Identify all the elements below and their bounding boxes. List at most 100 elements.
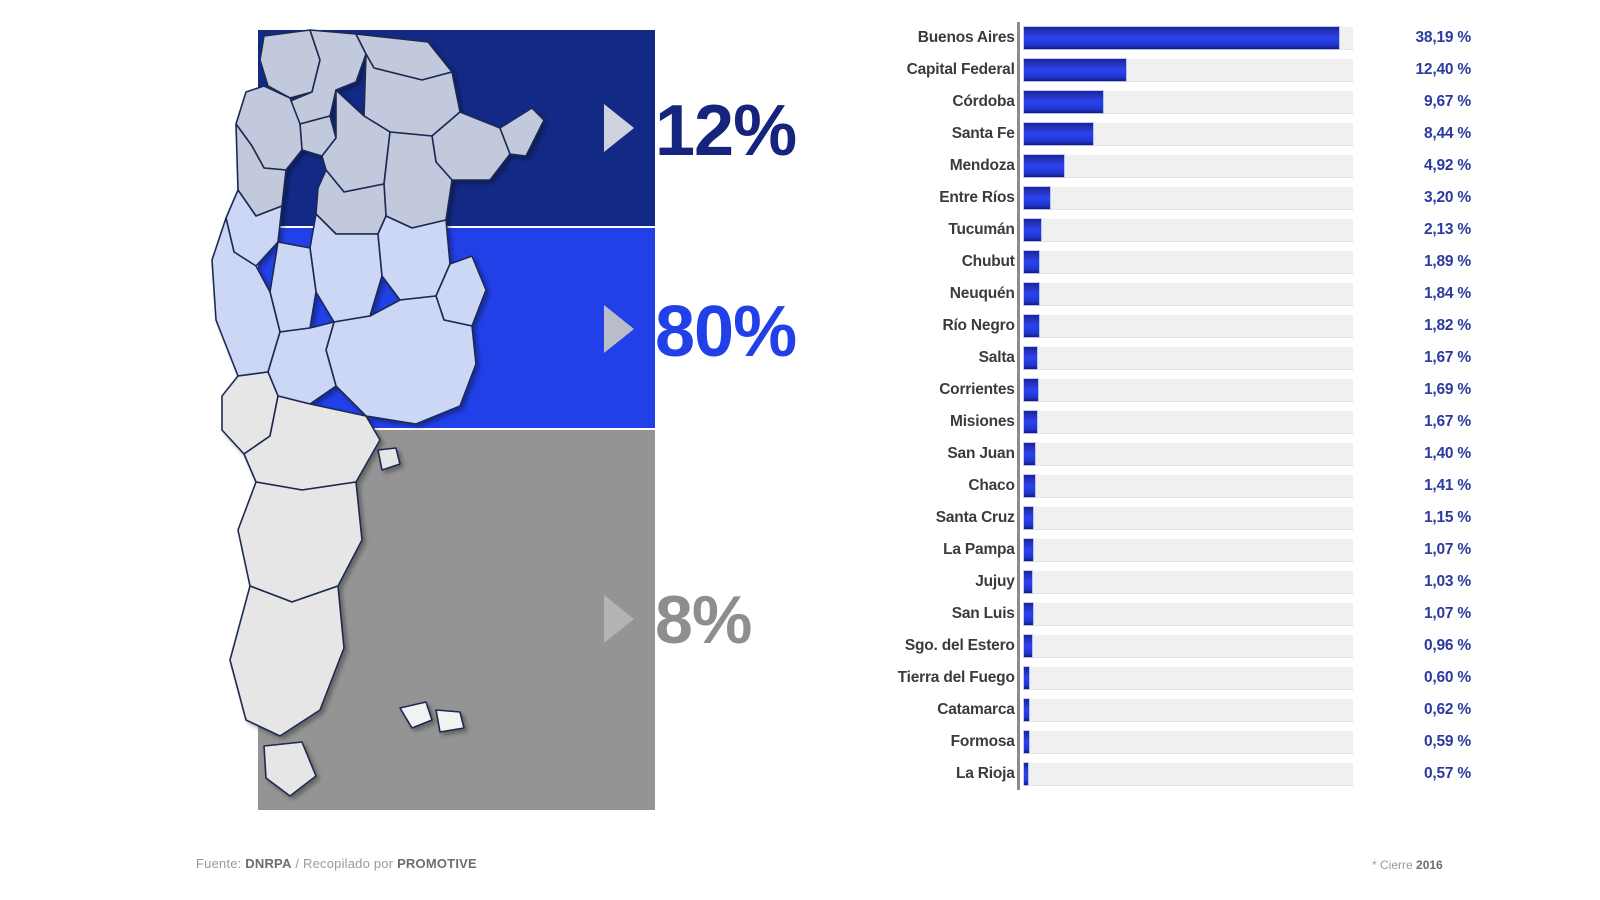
chart-bar-track: [1023, 90, 1354, 114]
footer-source: Fuente: DNRPA / Recopilado por PROMOTIVE: [196, 856, 477, 871]
chart-row: Entre Ríos 3,20 %: [845, 182, 1485, 214]
chart-bar-track: [1023, 570, 1354, 594]
chart-row: Chubut 1,89 %: [845, 246, 1485, 278]
chart-row-value: 1,07 %: [1423, 605, 1471, 622]
chart-bar: [1023, 187, 1051, 209]
chart-bar-track: [1023, 26, 1354, 50]
band-percent-blue: 80%: [655, 292, 797, 372]
chart-bar-track: [1023, 698, 1354, 722]
chart-row-label: La Pampa: [943, 541, 1015, 558]
chart-bar: [1023, 411, 1038, 433]
chart-bar: [1023, 507, 1034, 529]
chart-bar-track: [1023, 186, 1354, 210]
chart-row-value: 3,20 %: [1423, 189, 1471, 206]
chart-bar-track: [1023, 538, 1354, 562]
play-triangle-icon-gray: [604, 595, 634, 643]
chart-row-label: Chubut: [961, 253, 1015, 270]
chart-bar-track: [1023, 634, 1354, 658]
chart-axis-line: [1017, 22, 1020, 790]
chart-row-value: 12,40 %: [1415, 61, 1472, 78]
chart-row-value: 1,40 %: [1423, 445, 1471, 462]
chart-bar: [1023, 603, 1033, 625]
chart-row-label: San Luis: [951, 605, 1015, 622]
chart-row: San Juan 1,40 %: [845, 438, 1485, 470]
chart-bar: [1023, 379, 1038, 401]
chart-bar: [1023, 91, 1104, 113]
chart-bar: [1023, 347, 1038, 369]
chart-row: Misiones 1,67 %: [845, 406, 1485, 438]
footer-source-middle: / Recopilado por: [291, 856, 398, 871]
play-triangle-icon-navy: [604, 104, 634, 152]
chart-bar: [1023, 475, 1036, 497]
chart-bar: [1023, 539, 1033, 561]
chart-row-value: 1,89 %: [1423, 253, 1471, 270]
bar-chart-panel: Buenos Aires 38,19 % Capital Federal 12,40 …: [845, 22, 1485, 822]
chart-row-value: 1,41 %: [1423, 477, 1471, 494]
chart-row-label: Tierra del Fuego: [897, 669, 1015, 686]
chart-row-list: Buenos Aires 38,19 % Capital Federal 12,40 …: [845, 22, 1485, 790]
chart-row: San Luis 1,07 %: [845, 598, 1485, 630]
chart-row-label: Tucumán: [948, 221, 1015, 238]
chart-row: Catamarca 0,62 %: [845, 694, 1485, 726]
chart-row-value: 38,19 %: [1415, 29, 1472, 46]
footer-note-prefix: * Cierre: [1372, 858, 1417, 872]
chart-row-label: Santa Fe: [951, 125, 1015, 142]
chart-bar: [1023, 731, 1029, 753]
chart-bar-track: [1023, 314, 1354, 338]
chart-row-label: Neuquén: [949, 285, 1015, 302]
chart-bar: [1023, 59, 1127, 81]
footer-source-org2: PROMOTIVE: [397, 856, 477, 871]
chart-row-label: Sgo. del Estero: [904, 637, 1015, 654]
chart-row: La Rioja 0,57 %: [845, 758, 1485, 790]
chart-row: Tierra del Fuego 0,60 %: [845, 662, 1485, 694]
chart-row-label: Misiones: [949, 413, 1015, 430]
chart-row-label: Formosa: [950, 733, 1015, 750]
chart-row-value: 4,92 %: [1423, 157, 1471, 174]
chart-bar: [1023, 251, 1040, 273]
band-percent-gray: 8%: [655, 582, 752, 658]
chart-row-label: San Juan: [947, 445, 1015, 462]
play-triangle-icon-blue: [604, 305, 634, 353]
chart-row: Córdoba 9,67 %: [845, 86, 1485, 118]
chart-row-value: 1,69 %: [1423, 381, 1471, 398]
chart-row-value: 1,84 %: [1423, 285, 1471, 302]
chart-bar: [1023, 571, 1033, 593]
chart-row-value: 1,67 %: [1423, 349, 1471, 366]
chart-row-label: Mendoza: [949, 157, 1015, 174]
chart-bar: [1023, 763, 1029, 785]
chart-bar-track: [1023, 218, 1354, 242]
chart-bar-track: [1023, 730, 1354, 754]
chart-bar: [1023, 635, 1032, 657]
footer-note: * Cierre 2016: [1372, 858, 1443, 872]
chart-row-value: 8,44 %: [1423, 125, 1471, 142]
chart-row-label: Río Negro: [942, 317, 1015, 334]
chart-row-label: La Rioja: [956, 765, 1015, 782]
chart-bar: [1023, 667, 1029, 689]
chart-bar-track: [1023, 250, 1354, 274]
chart-bar-track: [1023, 154, 1354, 178]
chart-bar: [1023, 123, 1094, 145]
chart-bar: [1023, 27, 1339, 49]
chart-bar-track: [1023, 602, 1354, 626]
chart-row: Río Negro 1,82 %: [845, 310, 1485, 342]
chart-row-value: 0,96 %: [1423, 637, 1471, 654]
chart-row: Tucumán 2,13 %: [845, 214, 1485, 246]
chart-row-value: 9,67 %: [1423, 93, 1471, 110]
chart-row: Santa Fe 8,44 %: [845, 118, 1485, 150]
chart-bar-track: [1023, 506, 1354, 530]
chart-row-label: Santa Cruz: [935, 509, 1015, 526]
chart-row-value: 1,15 %: [1423, 509, 1471, 526]
chart-row: Santa Cruz 1,15 %: [845, 502, 1485, 534]
chart-bar-track: [1023, 410, 1354, 434]
chart-row-label: Córdoba: [952, 93, 1015, 110]
chart-row-label: Capital Federal: [906, 61, 1015, 78]
chart-bar: [1023, 155, 1065, 177]
chart-bar-track: [1023, 762, 1354, 786]
chart-row-value: 1,03 %: [1423, 573, 1471, 590]
chart-row: Corrientes 1,69 %: [845, 374, 1485, 406]
chart-bar-track: [1023, 378, 1354, 402]
chart-row-value: 0,57 %: [1423, 765, 1471, 782]
footer-source-org: DNRPA: [245, 856, 292, 871]
chart-row: Capital Federal 12,40 %: [845, 54, 1485, 86]
